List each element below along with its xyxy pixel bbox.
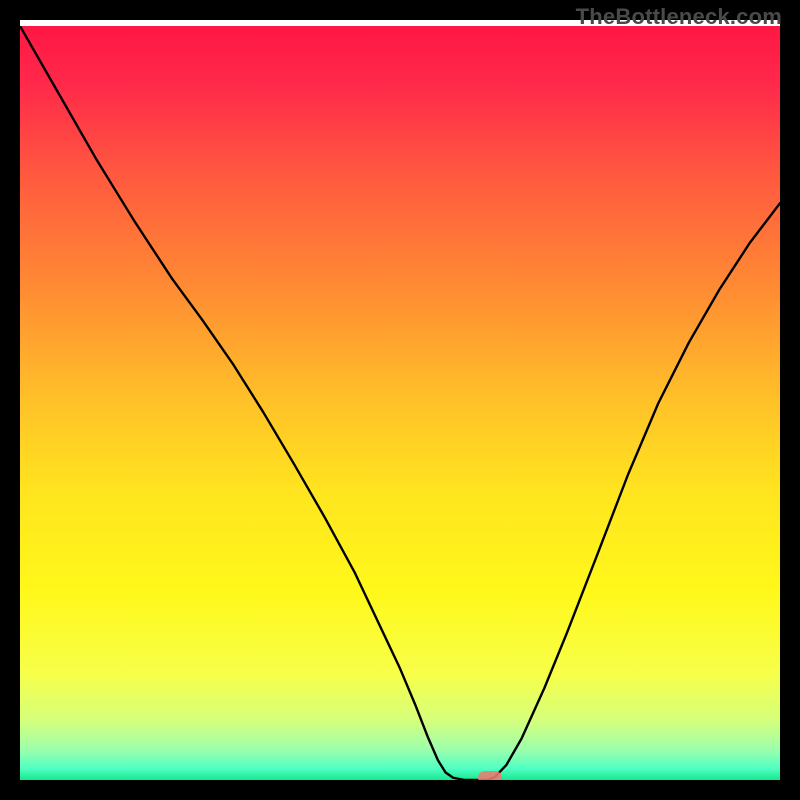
watermark-text: TheBottleneck.com	[576, 4, 782, 30]
plot-svg	[20, 26, 780, 780]
plot-area	[20, 26, 780, 780]
bottleneck-chart: TheBottleneck.com	[0, 0, 800, 800]
optimum-marker	[478, 771, 502, 785]
